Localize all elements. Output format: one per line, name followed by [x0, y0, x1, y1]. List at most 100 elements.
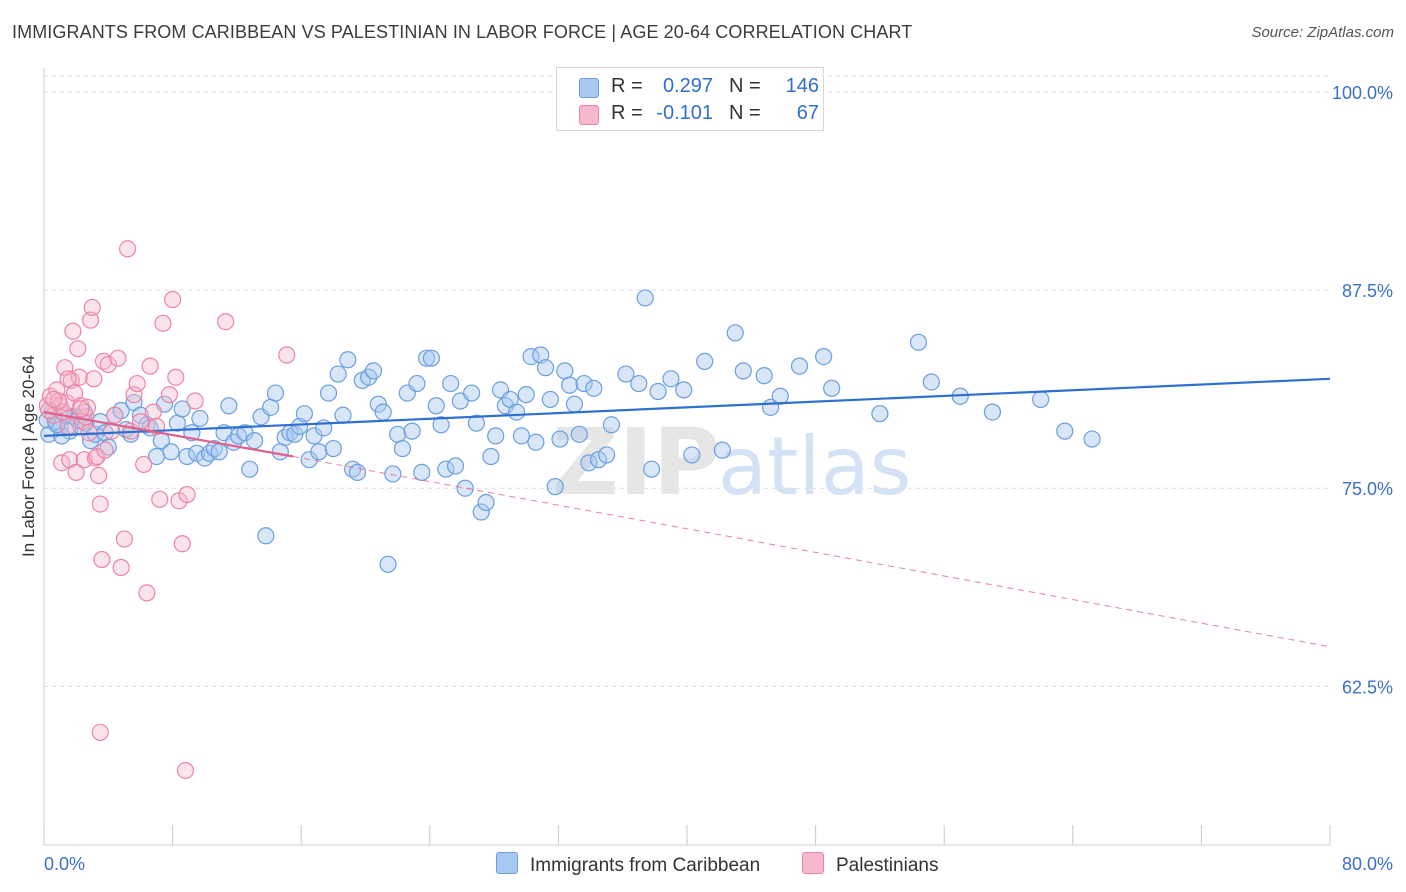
caribbean-point	[339, 351, 357, 369]
caribbean-point	[257, 527, 275, 545]
caribbean-point	[131, 406, 150, 424]
caribbean-point	[556, 362, 574, 380]
caribbean-point	[467, 414, 486, 432]
caribbean-point	[477, 493, 495, 512]
palestinian-point	[128, 374, 146, 393]
palestinian-point	[151, 490, 169, 508]
palestinian-point	[83, 298, 101, 317]
palestinian-point	[64, 322, 82, 340]
palestinian-point	[72, 400, 90, 418]
caribbean-point	[1032, 390, 1050, 409]
caribbean-point	[262, 398, 280, 416]
palestinian-point	[160, 386, 178, 404]
caribbean-point	[922, 373, 940, 391]
caribbean-point	[241, 460, 259, 478]
caribbean-point	[408, 374, 426, 393]
palestinian-point	[109, 349, 127, 367]
palestinian-point	[99, 355, 117, 374]
y-axis-title: In Labor Force | Age 20-64	[19, 355, 38, 557]
palestinian-point	[186, 392, 204, 410]
caribbean-point	[790, 357, 809, 375]
palestinian-point	[144, 403, 162, 421]
caribbean-point	[417, 349, 436, 367]
watermark-atlas: atlas	[718, 420, 911, 513]
caribbean-point	[266, 384, 285, 402]
caribbean-point	[374, 403, 392, 421]
caribbean-point	[570, 425, 588, 443]
caribbean-point	[589, 451, 608, 469]
grid-lines	[44, 75, 1330, 687]
caribbean-point	[561, 376, 579, 394]
caribbean-point	[630, 374, 648, 393]
legend-n-label: N =	[729, 102, 761, 124]
caribbean-point	[188, 444, 206, 462]
palestinian-point	[176, 761, 195, 780]
caribbean-point	[541, 390, 559, 409]
caribbean-point	[437, 460, 455, 478]
caribbean-point	[643, 460, 661, 478]
bottom-legend-caribbean: Immigrants from Caribbean	[496, 852, 760, 877]
caribbean-point	[472, 503, 490, 521]
caribbean-point	[393, 439, 412, 458]
palestinian-point	[91, 723, 109, 742]
bottom-legend-swatch-pink	[802, 852, 824, 874]
caribbean-point	[271, 443, 289, 461]
caribbean-point	[1056, 422, 1074, 440]
palestinian-point	[278, 346, 296, 364]
legend-n-label: N =	[729, 75, 761, 97]
palestinian-point	[93, 550, 111, 569]
caribbean-point	[580, 454, 598, 472]
caribbean-point	[220, 397, 238, 415]
caribbean-point	[565, 395, 584, 413]
palestinian-point	[106, 406, 124, 424]
caribbean-point	[364, 362, 383, 380]
caribbean-point	[456, 479, 474, 497]
caribbean-point	[546, 478, 564, 496]
palestinian-point	[59, 417, 77, 435]
caribbean-point	[205, 439, 223, 458]
palestinian-point	[164, 290, 182, 309]
palestinian-point	[138, 584, 156, 602]
palestinian-point	[217, 313, 235, 331]
legend-r-value: -0.101	[656, 102, 713, 124]
caribbean-point	[527, 433, 545, 451]
caribbean-point	[649, 382, 667, 401]
caribbean-point	[508, 403, 526, 421]
caribbean-point	[319, 384, 338, 402]
palestinian-point	[112, 558, 130, 577]
caribbean-point	[245, 432, 264, 450]
caribbean-point	[1083, 430, 1101, 448]
x-tick-label: 80.0%	[1342, 854, 1393, 874]
caribbean-point	[178, 447, 196, 466]
caribbean-point	[482, 447, 500, 466]
caribbean-point	[726, 324, 744, 342]
caribbean-point	[348, 463, 367, 481]
caribbean-point	[517, 386, 535, 404]
caribbean-point	[598, 446, 616, 464]
caribbean-point	[329, 365, 347, 383]
caribbean-point	[662, 370, 680, 388]
caribbean-point	[334, 406, 352, 424]
caribbean-point	[713, 441, 731, 459]
legend-r-label: R =	[611, 102, 643, 124]
palestinian-point	[167, 368, 185, 386]
palestinian-point	[118, 240, 137, 258]
axis-labels: 100.0% 87.5% 75.0% 62.5% 0.0% 80.0% In Labor F…	[19, 83, 1393, 874]
caribbean-trend-line	[43, 377, 1331, 437]
caribbean-point	[324, 439, 342, 458]
caribbean-point	[696, 352, 714, 370]
caribbean-point	[384, 465, 402, 483]
legend-swatch-blue	[579, 78, 599, 98]
caribbean-point	[379, 555, 397, 573]
caribbean-point	[422, 349, 441, 367]
caribbean-point	[442, 374, 460, 393]
caribbean-point	[276, 428, 294, 447]
caribbean-point	[487, 427, 505, 445]
palestinian-point	[154, 314, 172, 332]
y-tick-label: 75.0%	[1342, 479, 1393, 499]
caribbean-point	[575, 374, 593, 393]
palestinian-point	[45, 390, 63, 409]
palestinian-point	[94, 352, 113, 370]
palestinian-point	[173, 535, 191, 553]
